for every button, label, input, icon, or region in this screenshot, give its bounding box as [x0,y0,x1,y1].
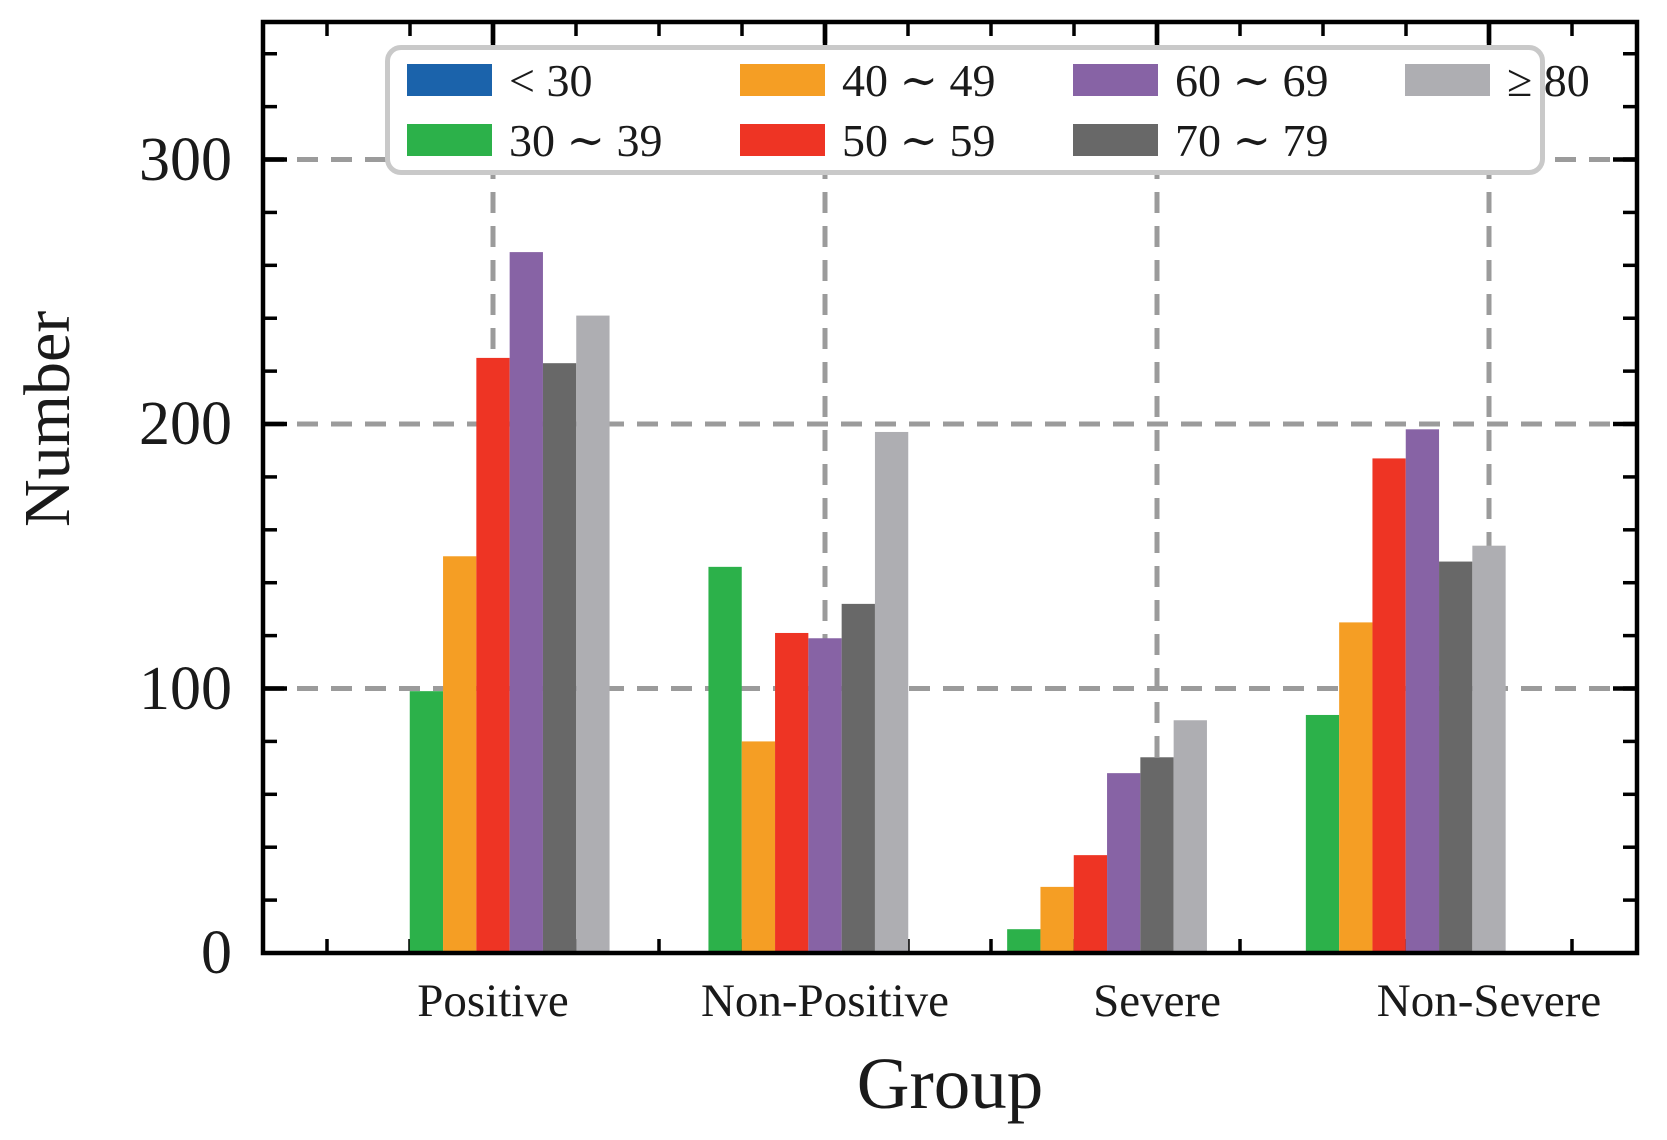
legend-swatch-70 ∼ 79 [1073,124,1158,156]
legend-swatch-< 30 [407,64,492,96]
plot-border [260,19,1640,956]
legend-item-50 ∼ 59: 50 ∼ 59 [740,118,1060,164]
bar-Non-Severe-30 ∼ 39 [1305,714,1340,953]
bar-Positive-60 ∼ 69 [509,252,543,954]
x-axis-label: Group [856,1043,1044,1124]
bar-Non-Positive-60 ∼ 69 [808,638,842,953]
legend-label: 40 ∼ 49 [842,55,996,106]
y-tick-label-200: 200 [139,390,232,459]
legend-item-< 30: < 30 [407,58,727,104]
x-tick-label-Non-Severe: Non-Severe [1376,975,1602,1027]
bar-Severe-70 ∼ 79 [1140,757,1174,953]
y-tick-label-100: 100 [139,654,232,723]
bar-Positive-≥ 80 [576,315,610,953]
bar-Non-Positive-70 ∼ 79 [841,603,875,953]
legend-label: < 30 [509,55,593,106]
legend-label: 70 ∼ 79 [1175,115,1329,166]
bar-Positive-30 ∼ 39 [409,691,444,953]
bar-Non-Severe-70 ∼ 79 [1439,561,1473,953]
legend-item-≥ 80: ≥ 80 [1405,58,1667,104]
bar-Severe-40 ∼ 49 [1040,886,1074,953]
legend-swatch-40 ∼ 49 [740,64,825,96]
x-tick-label-Severe: Severe [1093,975,1221,1027]
legend-swatch-50 ∼ 59 [740,124,825,156]
legend: < 30 30 ∼ 39 40 ∼ 49 50 ∼ 59 60 ∼ 69 70 ∼ 79 ≥… [385,45,1590,175]
bar-Severe-≥ 80 [1173,720,1207,953]
bar-Severe-60 ∼ 69 [1107,773,1141,953]
x-tick-label-Non-Positive: Non-Positive [700,975,950,1027]
legend-swatch-30 ∼ 39 [407,124,492,156]
bar-Non-Positive-50 ∼ 59 [775,632,809,953]
bar-Non-Positive-40 ∼ 49 [741,741,776,953]
x-tick-label-Positive: Positive [417,975,569,1027]
bar-Positive-50 ∼ 59 [476,357,510,953]
legend-item-70 ∼ 79: 70 ∼ 79 [1073,118,1393,164]
y-tick-label-300: 300 [139,125,232,194]
legend-label: 30 ∼ 39 [509,115,663,166]
y-tick-label-0: 0 [201,919,232,987]
bar-Severe-50 ∼ 59 [1073,855,1108,953]
legend-item-40 ∼ 49: 40 ∼ 49 [740,58,1060,104]
y-axis-label: Number [11,310,84,527]
legend-swatch-≥ 80 [1405,64,1490,96]
bar-Non-Severe-50 ∼ 59 [1372,458,1406,953]
bar-Non-Severe-40 ∼ 49 [1339,622,1373,953]
bar-Non-Severe-60 ∼ 69 [1405,429,1440,953]
legend-label: 60 ∼ 69 [1175,55,1329,106]
bar-Non-Positive-30 ∼ 39 [708,566,742,953]
bar-Positive-40 ∼ 49 [443,556,477,953]
bar-Positive-70 ∼ 79 [542,363,577,954]
legend-item-30 ∼ 39: 30 ∼ 39 [407,118,727,164]
legend-label: ≥ 80 [1507,55,1590,106]
legend-label: 50 ∼ 59 [842,115,996,166]
legend-swatch-60 ∼ 69 [1073,64,1158,96]
bar-Severe-30 ∼ 39 [1007,929,1041,953]
bar-Non-Severe-≥ 80 [1472,545,1506,953]
bar-Non-Positive-≥ 80 [874,431,909,953]
legend-item-60 ∼ 69: 60 ∼ 69 [1073,58,1393,104]
